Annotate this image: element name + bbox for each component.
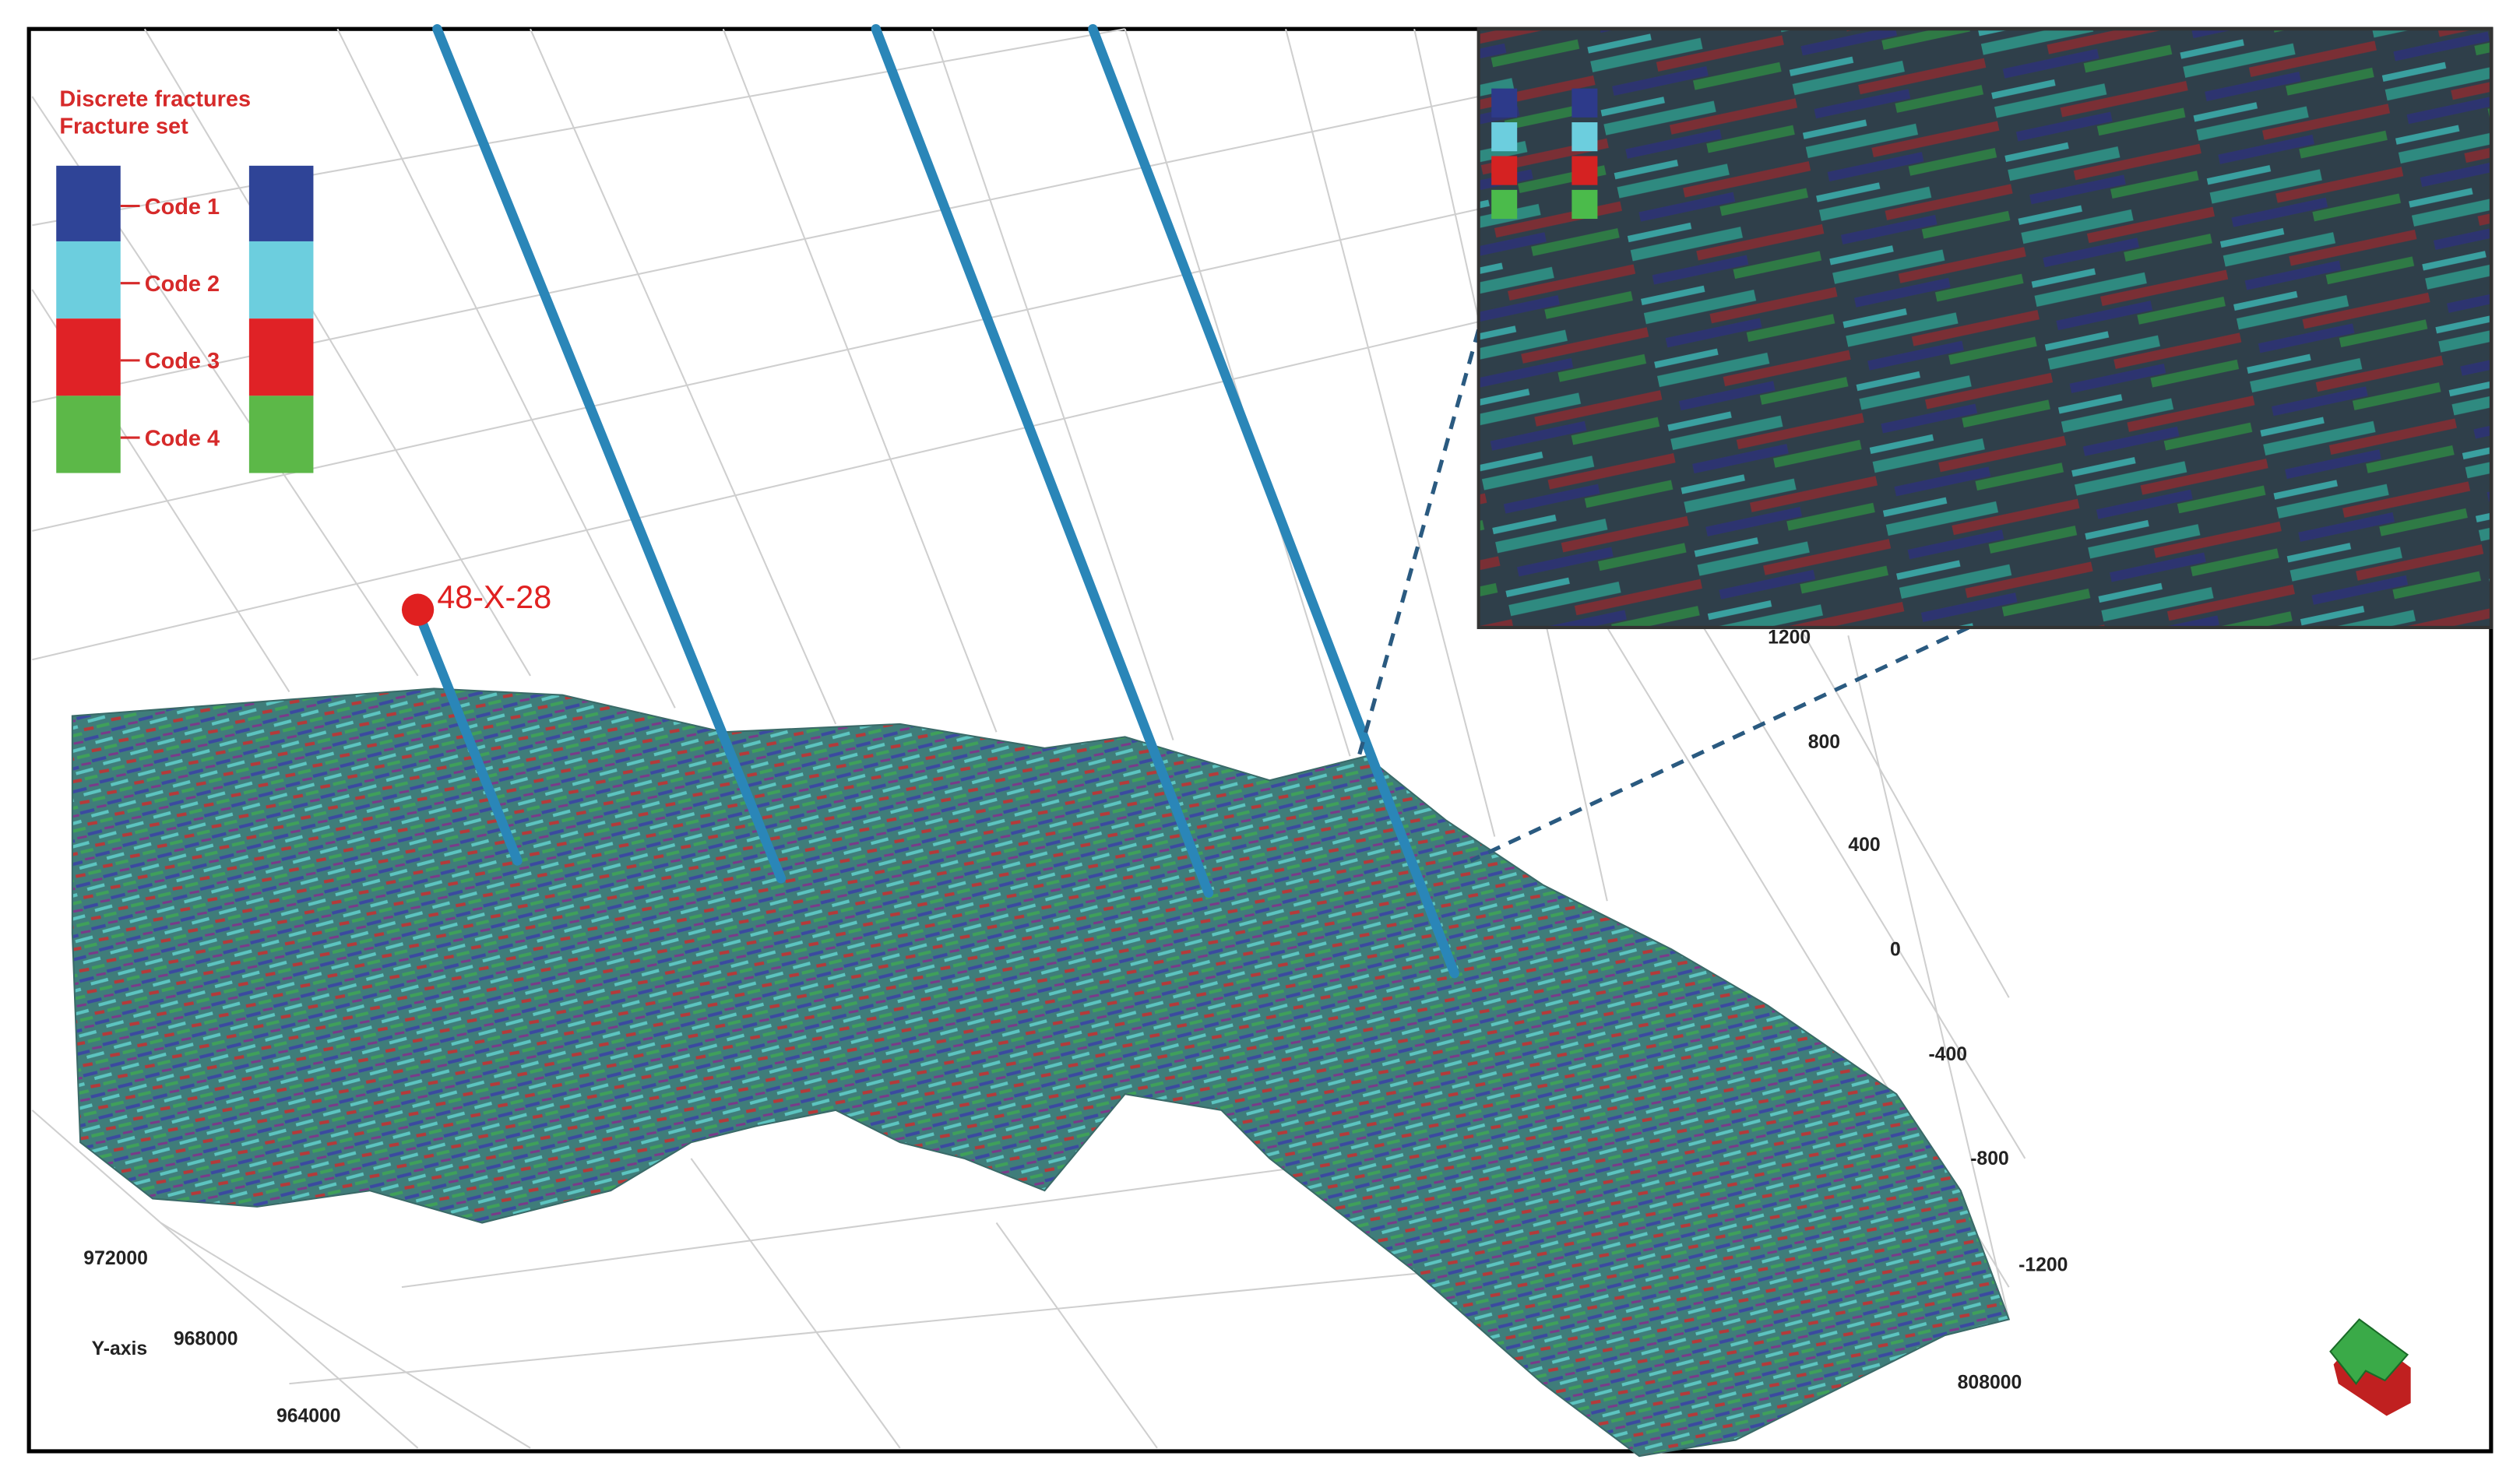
well bbox=[1088, 23, 1459, 979]
z-tick-label: -400 bbox=[1929, 1044, 1968, 1065]
zoom-inset bbox=[1476, 27, 2493, 629]
z-tick-label: 0 bbox=[1890, 939, 1901, 960]
legend-item: Code 3 bbox=[145, 349, 220, 374]
z-tick-label: 800 bbox=[1808, 732, 1840, 753]
legend-item: Code 2 bbox=[145, 272, 220, 297]
zoom-lines bbox=[1356, 329, 1970, 863]
wells bbox=[413, 23, 1459, 979]
y-axis-label: Y-axis bbox=[92, 1338, 148, 1359]
y-tick-label: 968000 bbox=[174, 1329, 238, 1350]
y-tick-label: 972000 bbox=[83, 1248, 148, 1269]
z-tick-label: 1200 bbox=[1768, 628, 1811, 649]
well-label: 48-X-28 bbox=[437, 579, 551, 615]
well bbox=[432, 23, 787, 884]
inset-legend bbox=[1491, 88, 1598, 220]
well bbox=[413, 607, 523, 866]
x-tick-label: 808000 bbox=[1958, 1372, 2022, 1393]
z-axis: 1200 800 400 0 -400 -800 -1200 bbox=[1768, 628, 2068, 1276]
z-tick-label: -800 bbox=[1970, 1148, 2009, 1169]
z-tick-label: -1200 bbox=[2018, 1254, 2068, 1275]
y-axis: 972000 968000 964000 Y-axis bbox=[83, 1248, 340, 1427]
z-tick-label: 400 bbox=[1848, 835, 1880, 856]
well bbox=[871, 23, 1214, 899]
y-tick-label: 964000 bbox=[276, 1406, 341, 1427]
legend-item: Code 1 bbox=[145, 195, 220, 220]
legend: Discrete fractures Fracture set Code 1 C… bbox=[56, 86, 314, 473]
legend-item: Code 4 bbox=[145, 426, 220, 451]
orientation-arrow bbox=[2329, 1318, 2411, 1416]
well-head bbox=[401, 593, 435, 626]
legend-subtitle: Fracture set bbox=[59, 114, 188, 139]
legend-title: Discrete fractures bbox=[59, 86, 251, 111]
